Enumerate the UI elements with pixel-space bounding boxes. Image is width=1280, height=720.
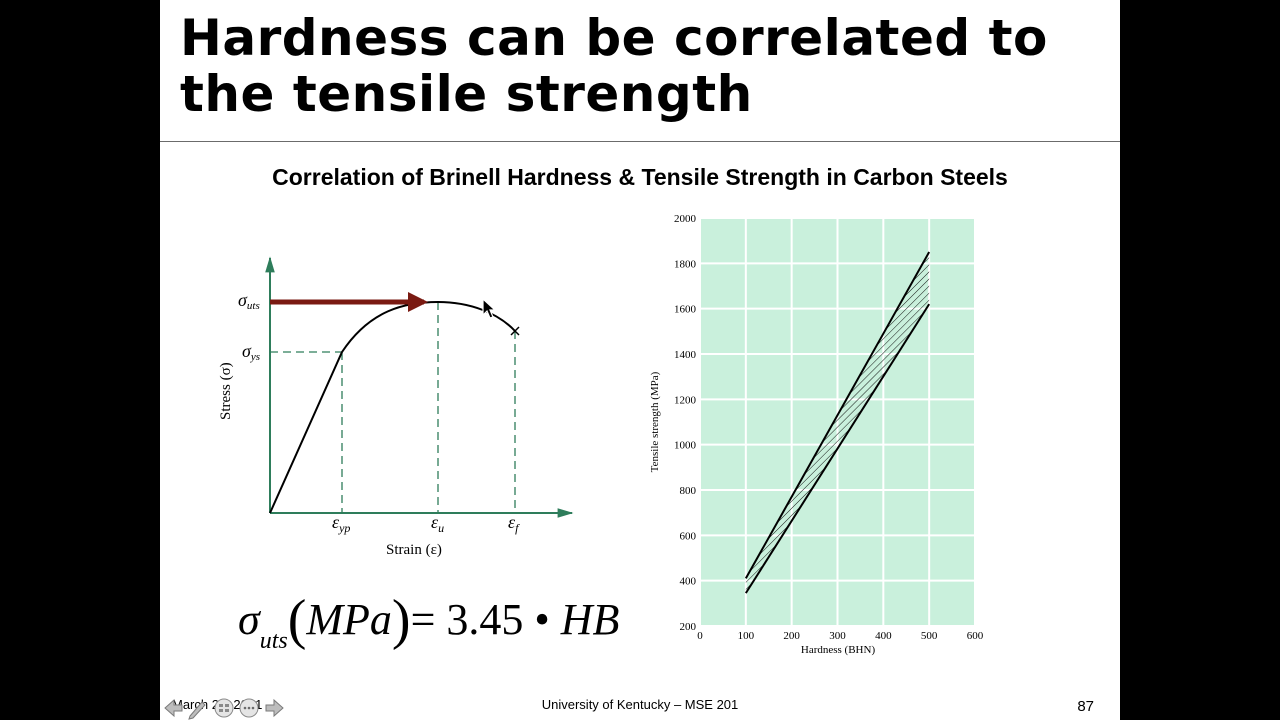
- pen-icon[interactable]: [188, 701, 206, 720]
- y-axis-title: Tensile strength (MPa): [649, 371, 661, 472]
- x-axis-title: Hardness (BHN): [801, 644, 876, 656]
- x-tick-label: 100: [738, 630, 755, 642]
- formula-subscript: uts: [259, 628, 288, 654]
- x-tick-label: 0: [697, 630, 703, 642]
- upper-bound-line: [744, 251, 931, 579]
- y-tick-label: 600: [680, 530, 697, 542]
- y-tick-label: 200: [680, 621, 697, 633]
- title-line-1: Hardness can be correlated to: [180, 9, 1048, 67]
- y-tick-labels: 200 400 600 800 1000 1200 1400 1600 1800 2000: [674, 213, 697, 633]
- fracture-mark: [510, 326, 520, 336]
- formula-open-paren: (: [287, 589, 307, 651]
- y-tick-label: 2000: [674, 213, 697, 225]
- y-tick-label: 1200: [674, 394, 697, 406]
- title-divider: [160, 141, 1120, 142]
- y-tick-label: 1800: [674, 258, 697, 270]
- x-tick-label: 400: [875, 630, 892, 642]
- sigma-ys-label: σys: [242, 341, 260, 363]
- lower-bound-line: [744, 303, 931, 594]
- slides-grid-icon[interactable]: [214, 698, 234, 718]
- uts-formula: σuts(MPa)= 3.45 • HB: [238, 588, 619, 655]
- y-tick-label: 1400: [674, 349, 697, 361]
- slide: Hardness can be correlated to the tensil…: [160, 0, 1120, 720]
- hatched-band-layer: [745, 252, 930, 594]
- x-tick-label: 500: [921, 630, 938, 642]
- hardness-strength-chart: 0 100 200 300 400 500 600 200 400 600 800 1000 1200…: [649, 213, 984, 656]
- eps-f-label: εf: [508, 512, 520, 535]
- slideshow-toolbar[interactable]: [162, 696, 287, 720]
- y-tick-label: 800: [680, 485, 697, 497]
- formula-variable: HB: [560, 595, 620, 644]
- stress-strain-curve: [269, 300, 516, 514]
- grid-lines: [699, 217, 976, 627]
- prev-slide-arrow-icon[interactable]: [164, 698, 183, 718]
- footer-institution: University of Kentucky – MSE 201: [541, 697, 739, 712]
- x-tick-label: 300: [829, 630, 846, 642]
- formula-sigma: σ: [238, 595, 260, 644]
- x-tick-labels: 0 100 200 300 400 500 600: [697, 630, 984, 642]
- y-tick-label: 1600: [674, 304, 697, 316]
- y-tick-label: 1000: [674, 440, 697, 452]
- formula-unit: MPa: [306, 595, 392, 644]
- hatched-band: [745, 252, 930, 594]
- mouse-pointer-icon: [482, 298, 496, 319]
- formula-rhs: = 3.45 •: [410, 595, 561, 644]
- slide-title: Hardness can be correlated to the tensil…: [180, 10, 1100, 122]
- x-tick-label: 600: [967, 630, 984, 642]
- x-tick-label: 200: [783, 630, 800, 642]
- y-tick-label: 400: [680, 576, 697, 588]
- title-line-2: the tensile strength: [180, 65, 753, 123]
- formula-close-paren: ): [391, 589, 411, 651]
- series-layer: [744, 251, 931, 594]
- stress-strain-diagram: σuts σys Stress (σ) Strain (ε) εyp εu εf: [218, 256, 574, 558]
- strain-axis-label: Strain (ε): [386, 542, 442, 558]
- eps-yp-label: εyp: [332, 512, 350, 535]
- slide-subtitle: Correlation of Brinell Hardness & Tensil…: [272, 164, 1008, 190]
- slide-number: 87: [1077, 698, 1094, 715]
- eps-u-label: εu: [431, 512, 444, 535]
- more-options-icon[interactable]: [239, 698, 259, 718]
- next-slide-arrow-icon[interactable]: [265, 698, 284, 718]
- stress-axis-label: Stress (σ): [218, 362, 234, 420]
- sigma-uts-label: σuts: [238, 290, 260, 312]
